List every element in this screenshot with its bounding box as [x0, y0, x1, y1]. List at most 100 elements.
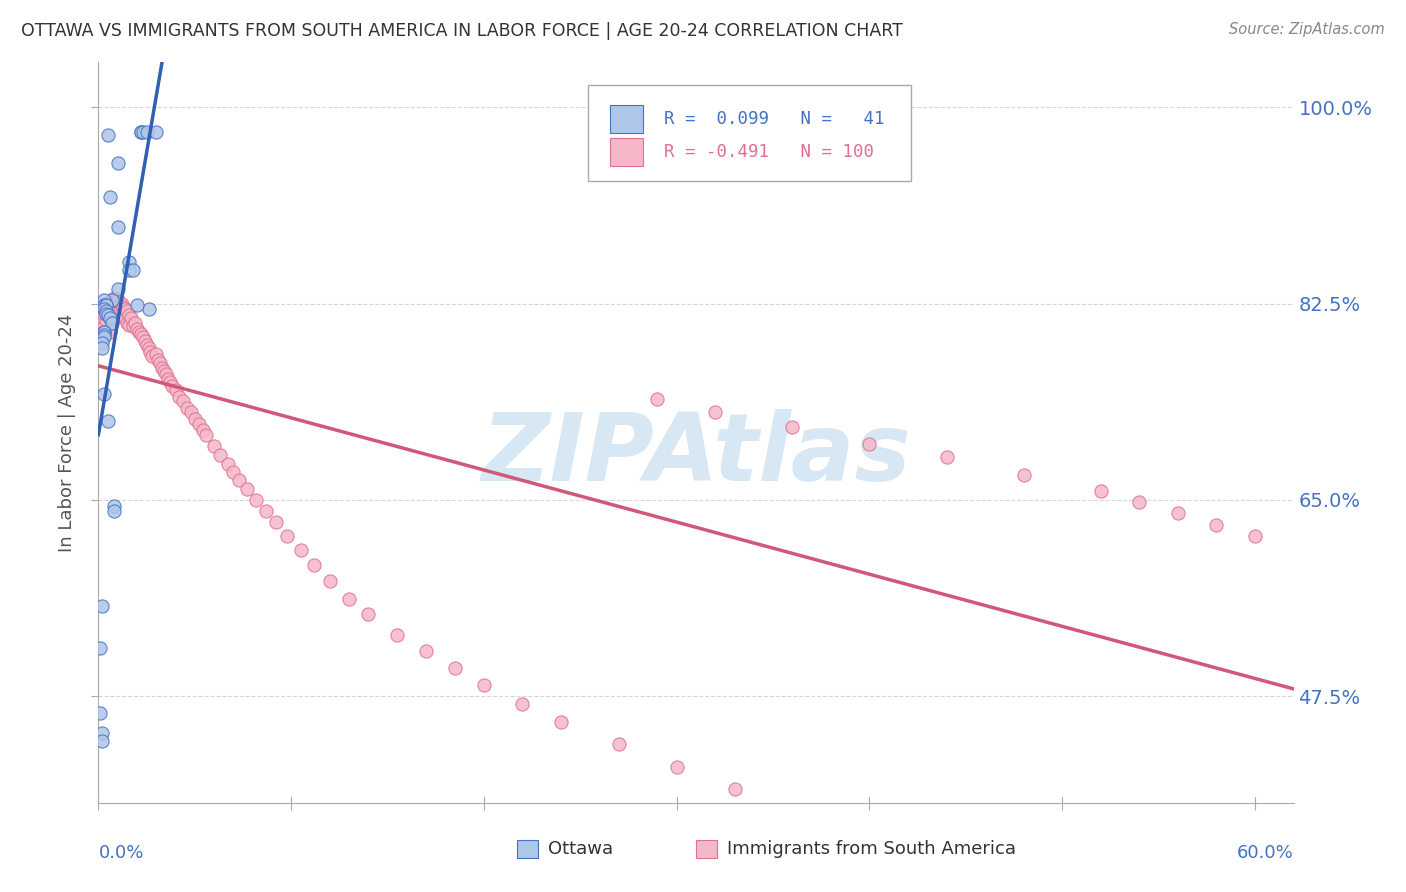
Point [122, 319, 145, 334]
Point [93, 325, 115, 339]
Point [245, 492, 267, 507]
Point [101, 302, 124, 317]
Bar [517, 840, 538, 858]
Point [118, 255, 141, 269]
Point [93, 298, 115, 312]
Text: Source: ZipAtlas.com: Source: ZipAtlas.com [1229, 22, 1385, 37]
Point [103, 300, 125, 314]
Point [290, 543, 312, 558]
Point [91, 313, 114, 327]
Point [91, 335, 114, 350]
Bar [610, 138, 644, 166]
Point [98, 311, 121, 326]
Point [156, 372, 179, 386]
Point [124, 316, 146, 330]
Point [94, 313, 117, 327]
Point [101, 293, 124, 308]
Point [108, 296, 131, 310]
Point [1167, 507, 1189, 521]
Point [118, 263, 141, 277]
Point [160, 378, 183, 392]
Point [112, 308, 135, 322]
Point [134, 334, 156, 348]
Text: 0.0%: 0.0% [98, 844, 143, 862]
Point [153, 364, 176, 378]
Point [91, 726, 114, 740]
Point [114, 302, 136, 317]
Y-axis label: In Labor Force | Age 20-24: In Labor Force | Age 20-24 [58, 313, 76, 552]
Point [93, 302, 115, 317]
Point [117, 304, 139, 318]
Point [150, 360, 173, 375]
Point [93, 308, 115, 322]
Point [118, 308, 141, 322]
Point [91, 599, 114, 614]
Point [117, 316, 139, 330]
Bar [696, 840, 717, 858]
Point [187, 417, 209, 431]
Point [129, 326, 152, 341]
Point [97, 296, 120, 310]
Point [385, 627, 409, 641]
Point [145, 125, 167, 139]
Point [276, 529, 298, 543]
Point [97, 308, 120, 322]
Point [93, 325, 115, 339]
Point [98, 325, 121, 339]
Point [647, 392, 669, 406]
Point [91, 325, 114, 339]
Point [782, 420, 804, 434]
Point [172, 394, 194, 409]
Point [304, 558, 326, 572]
Point [723, 782, 745, 797]
Point [145, 347, 167, 361]
Point [101, 293, 124, 308]
Point [94, 325, 117, 339]
Point [132, 330, 155, 344]
Point [103, 499, 125, 513]
Point [93, 293, 115, 308]
Point [217, 457, 239, 471]
Point [1128, 495, 1150, 509]
Text: Immigrants from South America: Immigrants from South America [727, 840, 1017, 858]
Point [129, 125, 152, 139]
Point [125, 322, 148, 336]
Point [228, 473, 250, 487]
Point [472, 678, 495, 692]
Point [1090, 483, 1112, 498]
Point [607, 738, 630, 752]
Point [107, 156, 129, 170]
Point [165, 383, 187, 397]
Point [1205, 517, 1227, 532]
Point [122, 263, 145, 277]
Point [97, 308, 120, 322]
Point [935, 450, 957, 465]
Point [94, 307, 117, 321]
Point [149, 356, 172, 370]
Point [236, 482, 259, 496]
Point [93, 387, 115, 401]
Point [222, 465, 245, 479]
Point [337, 591, 360, 606]
Point [169, 390, 191, 404]
Point [103, 504, 125, 518]
Point [89, 640, 111, 655]
Point [114, 311, 136, 326]
Point [93, 328, 115, 343]
Point [195, 428, 218, 442]
Point [1012, 468, 1035, 483]
Point [93, 319, 115, 334]
Point [858, 437, 880, 451]
Point [141, 349, 163, 363]
Point [176, 401, 198, 415]
Point [191, 423, 214, 437]
Point [125, 298, 148, 312]
Text: OTTAWA VS IMMIGRANTS FROM SOUTH AMERICA IN LABOR FORCE | AGE 20-24 CORRELATION C: OTTAWA VS IMMIGRANTS FROM SOUTH AMERICA … [21, 22, 903, 40]
Point [94, 298, 117, 312]
Point [512, 697, 534, 711]
Point [155, 368, 177, 382]
Point [139, 344, 162, 359]
Point [93, 330, 115, 344]
Point [89, 706, 111, 720]
Point [319, 574, 342, 588]
